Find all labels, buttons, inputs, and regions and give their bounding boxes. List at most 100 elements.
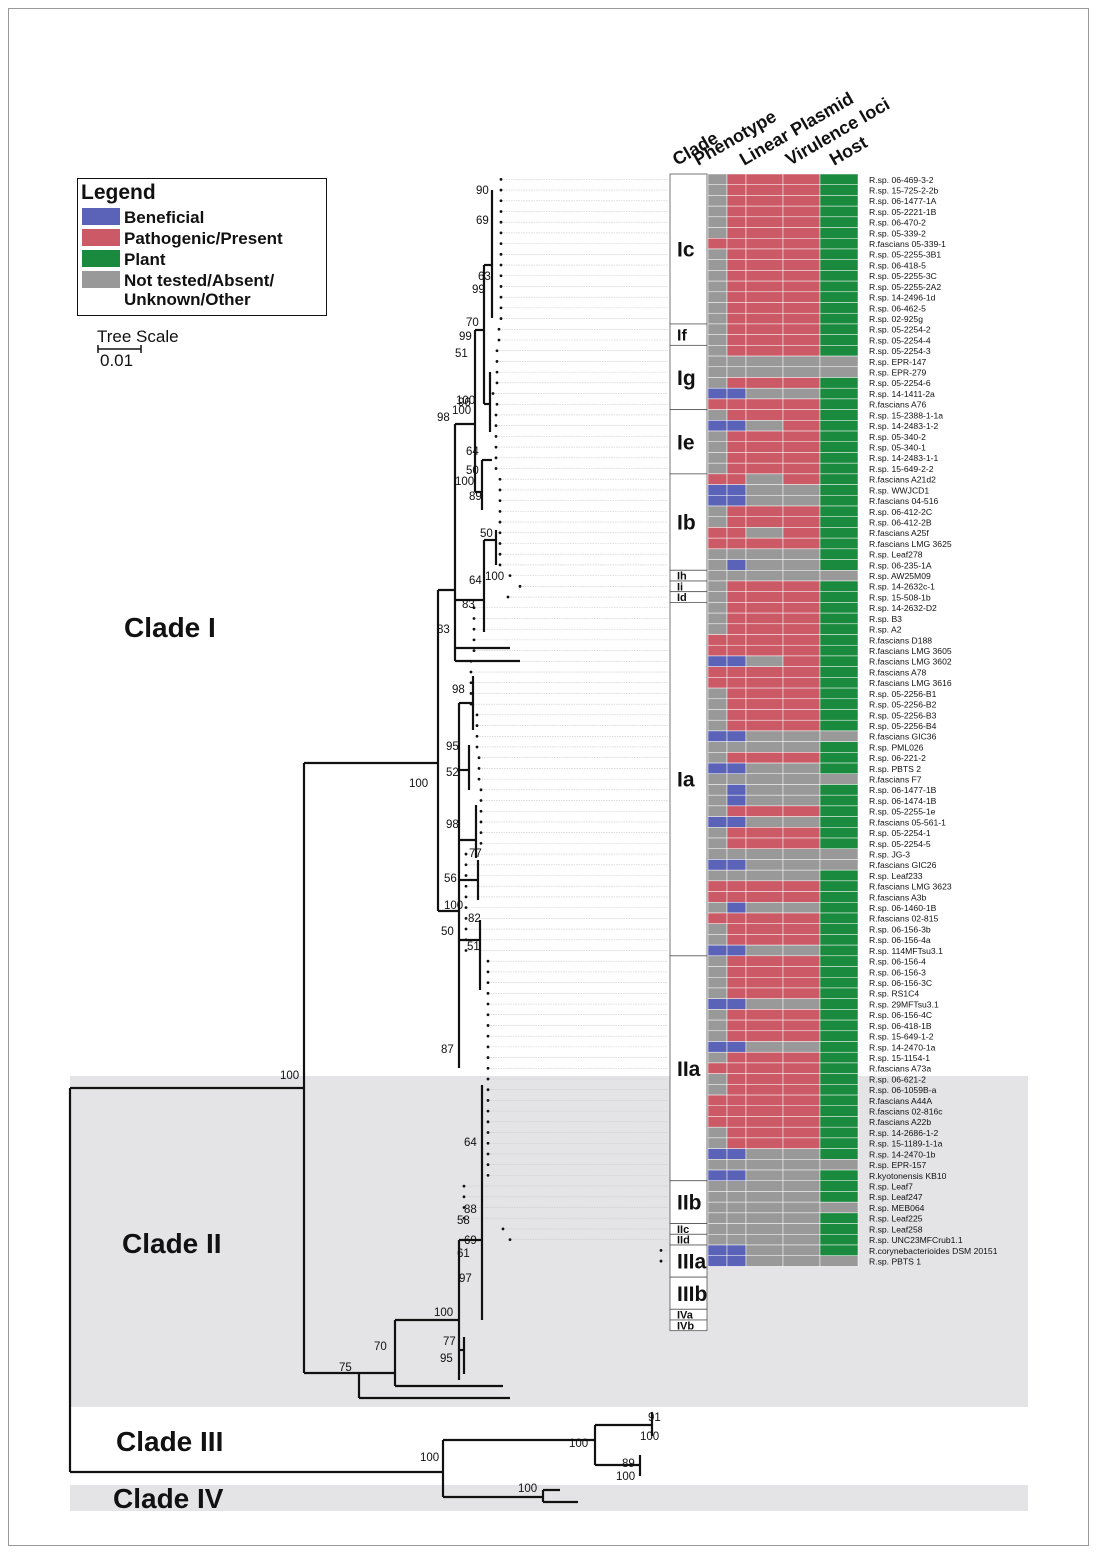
strain-label: R.sp. Leaf225 bbox=[869, 1214, 923, 1224]
trait-cell bbox=[745, 302, 784, 314]
trait-cell bbox=[726, 719, 747, 732]
trait-cell bbox=[707, 934, 728, 946]
trait-cell bbox=[726, 291, 747, 303]
trait-cell bbox=[745, 1159, 784, 1171]
trait-cell bbox=[707, 998, 728, 1010]
bootstrap-value: 89 bbox=[469, 491, 482, 503]
trait-cell bbox=[782, 1009, 821, 1021]
trait-cell bbox=[726, 1116, 747, 1128]
trait-cell bbox=[782, 173, 821, 185]
tree-branches bbox=[68, 177, 663, 1504]
trait-cell bbox=[782, 902, 821, 914]
trait-cell bbox=[726, 205, 747, 218]
trait-cell bbox=[707, 409, 728, 421]
strain-label: R.sp. EPR-279 bbox=[869, 368, 927, 378]
clade-bands bbox=[70, 1076, 1028, 1511]
trait-cell bbox=[819, 238, 859, 250]
trait-cell bbox=[819, 837, 859, 849]
trait-cell bbox=[745, 934, 784, 946]
bootstrap-value: 50 bbox=[480, 528, 493, 540]
tip-dot bbox=[464, 884, 468, 888]
trait-cell bbox=[726, 709, 747, 721]
strain-label: R.corynebacterioides DSM 20151 bbox=[869, 1246, 998, 1256]
trait-cell bbox=[707, 184, 728, 196]
trait-cell bbox=[745, 944, 784, 957]
trait-cell bbox=[819, 1255, 859, 1267]
trait-cell bbox=[726, 752, 747, 764]
trait-cell bbox=[782, 677, 821, 689]
trait-cell bbox=[707, 837, 728, 849]
trait-cell bbox=[707, 644, 728, 657]
trait-cell bbox=[819, 644, 859, 657]
strain-label: R.sp. 05-2256-B1 bbox=[869, 689, 937, 699]
trait-cell bbox=[726, 687, 747, 700]
strain-label: R.sp. 06-235-1A bbox=[869, 560, 932, 570]
trait-cell bbox=[782, 1105, 821, 1117]
trait-cell bbox=[726, 548, 747, 560]
strain-label: R.sp. 02-925g bbox=[869, 314, 923, 324]
subclade-box bbox=[669, 409, 708, 475]
trait-cell bbox=[745, 816, 784, 828]
strain-label: R.sp. 05-2254-1 bbox=[869, 828, 931, 838]
trait-cell bbox=[782, 1255, 821, 1267]
legend-label-other-2: Unknown/Other bbox=[124, 290, 251, 309]
tip-dot bbox=[486, 1024, 490, 1027]
trait-cell bbox=[782, 869, 821, 882]
bootstrap-value: 100 bbox=[518, 1483, 537, 1495]
tip-dot bbox=[464, 863, 468, 867]
trait-cell bbox=[819, 452, 859, 464]
subclade-label: Ib bbox=[677, 512, 696, 535]
subclade-label: Ia bbox=[677, 769, 695, 792]
trait-cell bbox=[707, 420, 728, 432]
trait-cell bbox=[707, 848, 728, 860]
subclade-label: Id bbox=[677, 592, 687, 604]
trait-cell bbox=[707, 527, 728, 539]
trait-cell bbox=[782, 955, 821, 967]
trait-cell bbox=[782, 880, 821, 892]
trait-cell bbox=[726, 934, 747, 946]
tip-dot bbox=[499, 274, 503, 278]
trait-cell bbox=[745, 205, 784, 218]
subclade-label: IIIa bbox=[677, 1251, 707, 1274]
trait-cell bbox=[707, 880, 728, 892]
strain-label: R.fascians 05-561-1 bbox=[869, 817, 946, 827]
subclade-label: IVb bbox=[677, 1320, 694, 1332]
trait-cell bbox=[707, 1180, 728, 1192]
bootstrap-value: 100 bbox=[485, 571, 504, 583]
strain-label: R.fascians 02-816c bbox=[869, 1107, 943, 1117]
tip-dot bbox=[495, 402, 499, 406]
tip-dot bbox=[498, 520, 502, 524]
trait-cell bbox=[707, 752, 728, 764]
strain-label: R.sp. 15-725-2-2b bbox=[869, 185, 938, 195]
trait-cell bbox=[819, 741, 859, 753]
trait-cell bbox=[782, 484, 821, 496]
figure-frame: 90 69 63 99 70 99 51 96 100 100 98 64 50 100 89 50 100 64… bbox=[8, 8, 1089, 1546]
trait-cell bbox=[782, 1051, 821, 1064]
trait-cell bbox=[745, 1191, 784, 1203]
trait-cell bbox=[782, 430, 821, 443]
bootstrap-value: 100 bbox=[455, 476, 474, 488]
trait-cell bbox=[819, 366, 859, 378]
tip-dot bbox=[472, 638, 476, 642]
trait-cell bbox=[819, 1137, 859, 1149]
subclade-label: Ig bbox=[677, 367, 696, 390]
trait-cell bbox=[819, 377, 859, 389]
trait-cell bbox=[707, 805, 728, 817]
trait-cell bbox=[819, 773, 859, 785]
trait-cell bbox=[707, 602, 728, 614]
strain-label: R.sp. 06-1059B-a bbox=[869, 1085, 937, 1095]
trait-cell bbox=[726, 966, 747, 978]
trait-cell bbox=[782, 452, 821, 464]
tip-dot bbox=[499, 285, 503, 288]
trait-cell bbox=[707, 827, 728, 839]
trait-cell bbox=[726, 848, 747, 860]
trait-cell bbox=[782, 205, 821, 218]
trait-cell bbox=[782, 462, 821, 475]
strain-label: R.sp. 05-340-2 bbox=[869, 432, 926, 442]
trait-cell bbox=[726, 387, 747, 400]
tip-dot bbox=[469, 670, 473, 674]
trait-cell bbox=[819, 848, 859, 860]
tip-dot bbox=[486, 981, 490, 985]
trait-cell bbox=[707, 387, 728, 400]
trait-cell bbox=[726, 987, 747, 999]
